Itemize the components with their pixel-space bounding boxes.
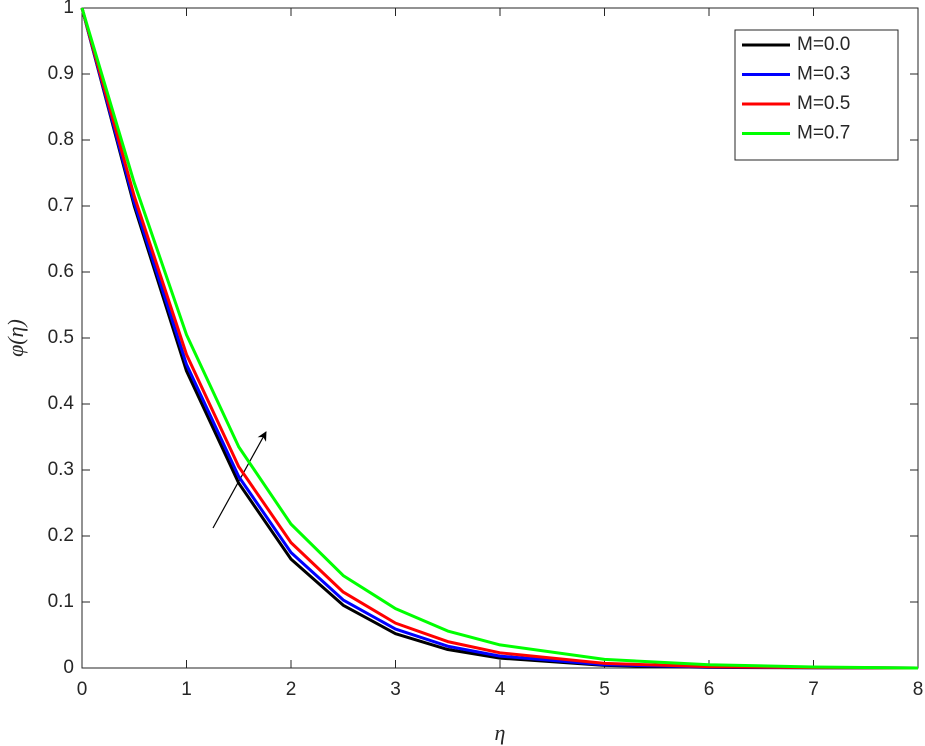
legend-box bbox=[734, 29, 899, 161]
y-tick-label: 0.8 bbox=[48, 129, 74, 150]
series-line bbox=[80, 7, 919, 670]
y-tick-label: 0.2 bbox=[48, 525, 74, 546]
x-tick-label: 1 bbox=[181, 679, 192, 700]
x-tick-label: 3 bbox=[390, 679, 401, 700]
y-tick-label: 0.6 bbox=[48, 261, 74, 282]
x-tick-label: 2 bbox=[286, 679, 297, 700]
x-tick-label: 0 bbox=[77, 679, 88, 700]
legend-label: M=0.7 bbox=[797, 123, 850, 144]
x-axis-label: η bbox=[495, 720, 506, 745]
series-line bbox=[80, 7, 919, 670]
x-tick-label: 8 bbox=[913, 679, 924, 700]
y-tick-label: 0.4 bbox=[48, 393, 75, 414]
y-tick-label: 0.1 bbox=[48, 591, 74, 612]
x-tick-label: 4 bbox=[495, 679, 506, 700]
legend-label: M=0.0 bbox=[797, 34, 850, 55]
y-tick-label: 0.5 bbox=[48, 327, 74, 348]
legend-label: M=0.5 bbox=[797, 93, 850, 114]
y-tick-label: 0.3 bbox=[48, 459, 74, 480]
x-tick-label: 5 bbox=[599, 679, 610, 700]
y-tick-label: 0.7 bbox=[48, 195, 74, 216]
legend-label: M=0.3 bbox=[797, 64, 850, 85]
x-tick-label: 6 bbox=[704, 679, 715, 700]
x-tick-label: 7 bbox=[808, 679, 819, 700]
y-tick-label: 0 bbox=[63, 657, 74, 678]
y-axis-label: φ(η) bbox=[3, 319, 28, 357]
y-tick-label: 0.9 bbox=[48, 63, 74, 84]
y-tick-label: 1 bbox=[63, 0, 74, 18]
